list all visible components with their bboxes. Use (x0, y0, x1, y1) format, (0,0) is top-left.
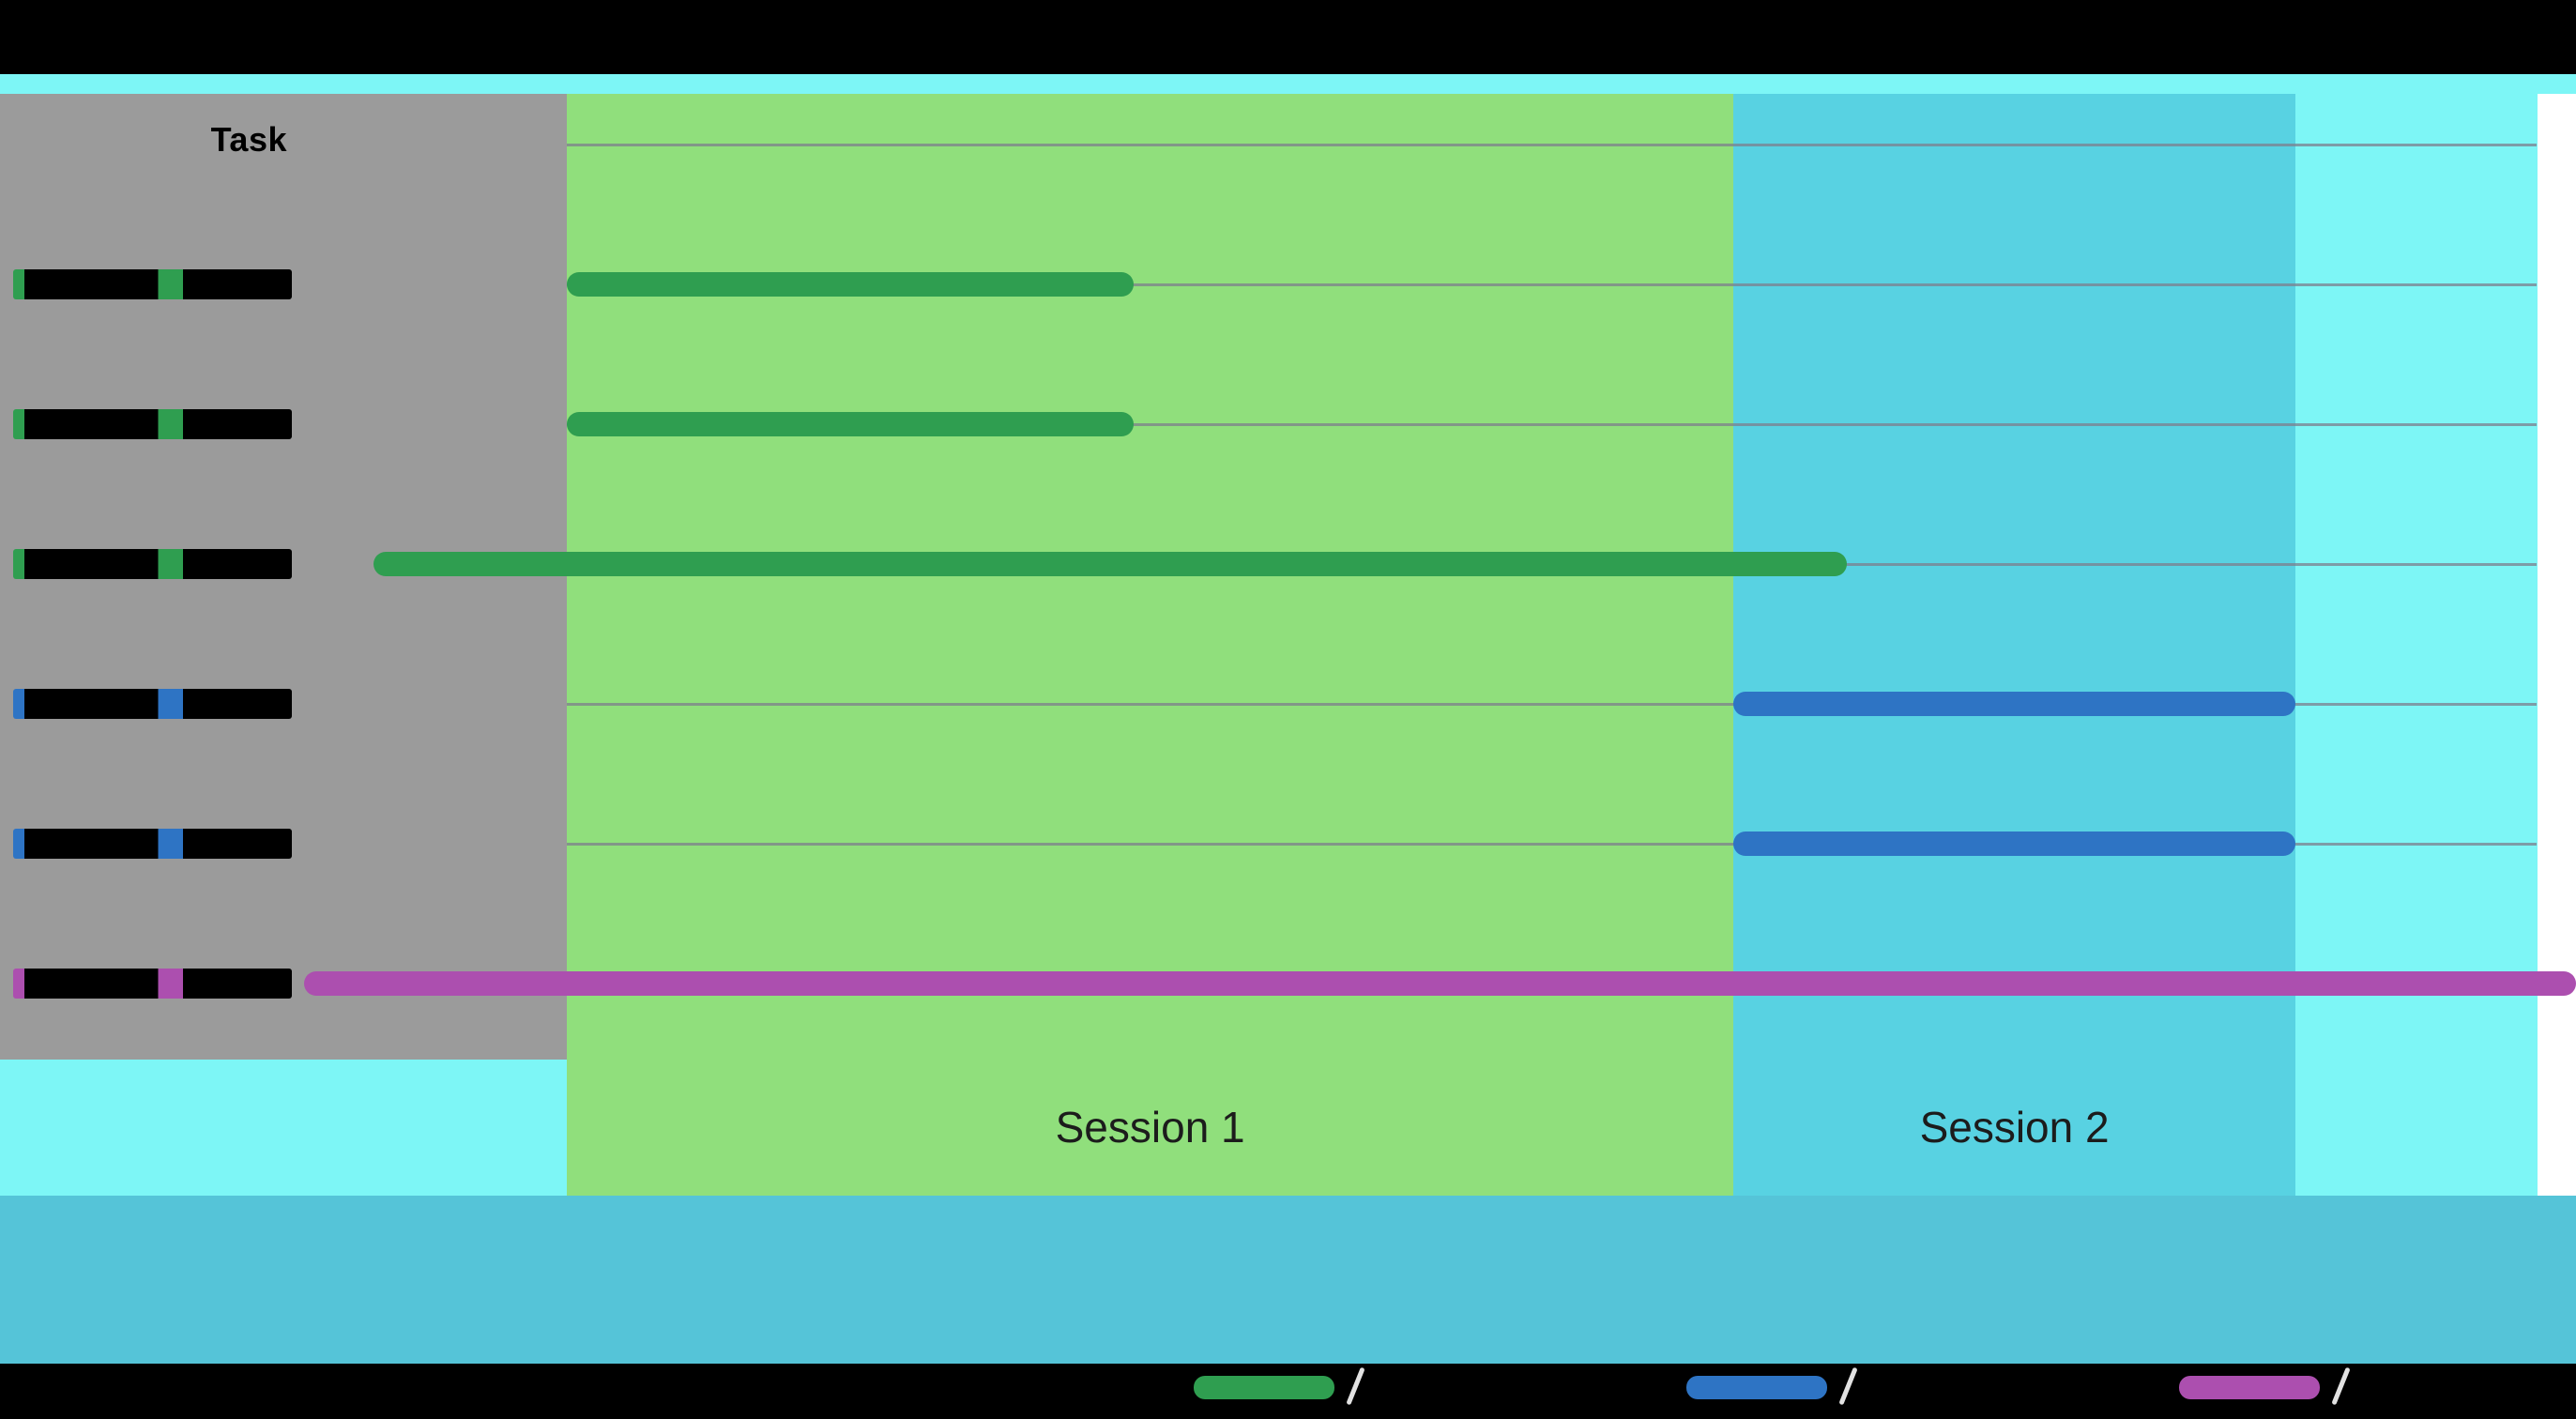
task-bar-blue-row4 (1733, 692, 2295, 716)
gridline-row-2 (567, 423, 2537, 426)
task-bar-green-row1 (566, 272, 1134, 297)
task-row-label-redacted-row6 (13, 969, 292, 999)
task-row-label-redacted-row5 (13, 829, 292, 859)
gridline-row-5 (567, 843, 2537, 846)
task-row-label-redacted-row2 (13, 409, 292, 439)
task-bar-green-row2 (566, 412, 1134, 436)
region-post-session (2294, 94, 2538, 1196)
legend-swatch-magenta (2179, 1376, 2320, 1399)
task-bar-blue-row5 (1733, 832, 2295, 856)
legend-swatch-blue (1686, 1376, 1827, 1399)
task-row-label-redacted-row3 (13, 549, 292, 579)
gridline-row-0 (567, 144, 2537, 146)
session-label: Session 1 (1055, 1103, 1245, 1152)
lower-left-cyan-patch (0, 1060, 567, 1196)
region-session-2: Session 2 (1733, 94, 2295, 1196)
top-cyan-strip (0, 74, 2576, 94)
task-column-header: Task (210, 120, 287, 159)
legend-swatch-green (1194, 1376, 1334, 1399)
task-row-label-redacted-row1 (13, 269, 292, 299)
region-pre-session (291, 94, 567, 1060)
task-bar-magenta-row6 (303, 971, 2576, 996)
gridline-row-1 (567, 283, 2537, 286)
task-row-label-redacted-row4 (13, 689, 292, 719)
footer-band (0, 1196, 2576, 1364)
task-bar-green-row3 (373, 552, 1848, 576)
gridline-row-4 (567, 703, 2537, 706)
region-session-1: Session 1 (566, 94, 1734, 1196)
top-black-bar (0, 0, 2576, 74)
session-label: Session 2 (1919, 1103, 2110, 1152)
